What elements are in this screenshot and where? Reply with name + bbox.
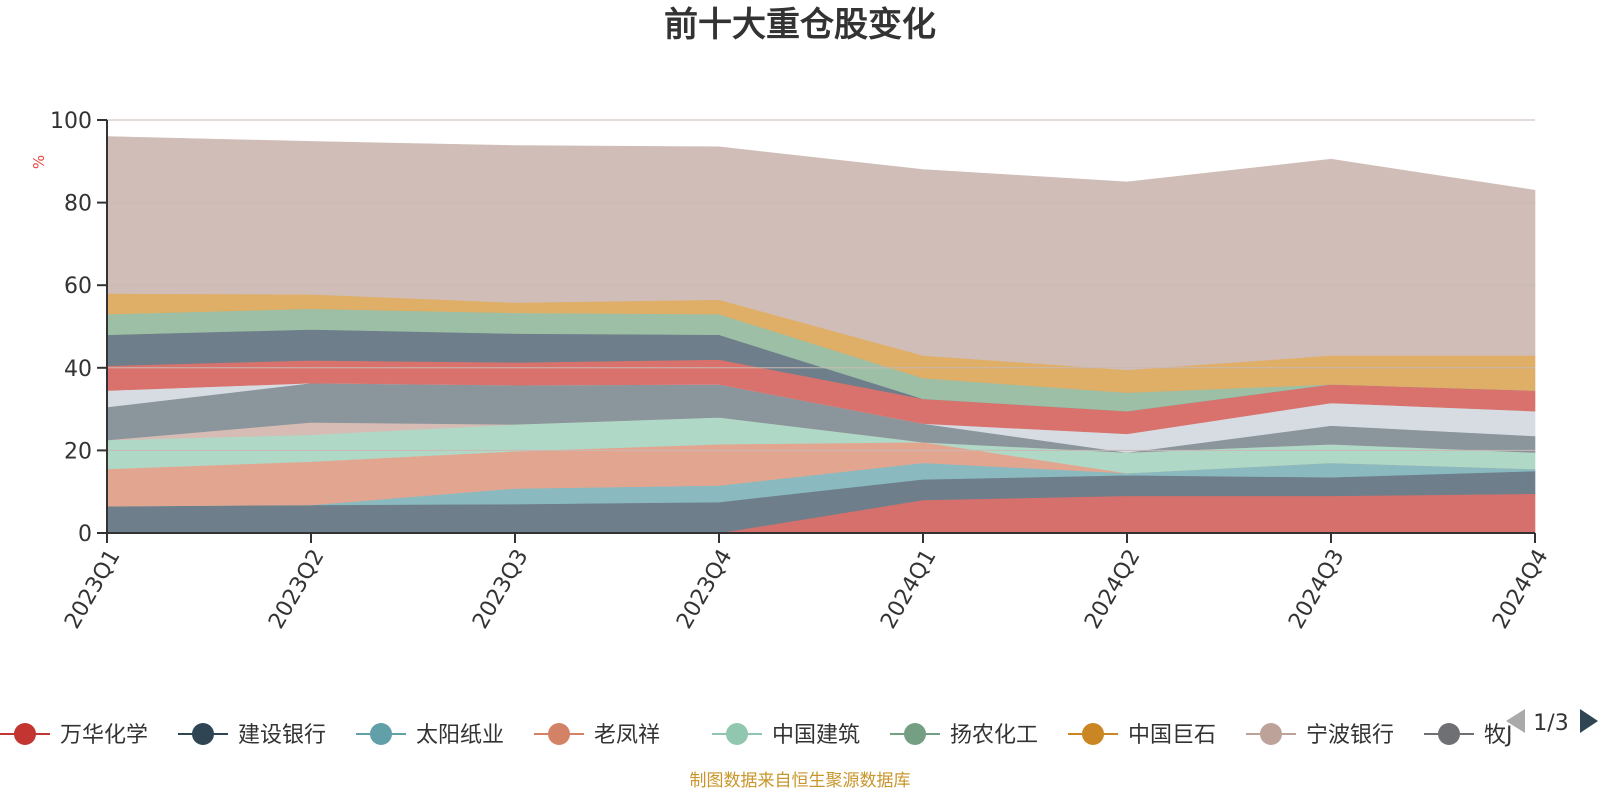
- grid-lines: [107, 119, 1535, 451]
- prev-page-icon[interactable]: [1506, 709, 1525, 733]
- y-tick-label-5: 100: [50, 109, 92, 134]
- x-tick-label-7: 2024Q4: [1488, 545, 1553, 633]
- legend-marker: [14, 723, 36, 745]
- x-tick-label-0: 2023Q1: [60, 545, 125, 633]
- legend-marker: [904, 723, 926, 745]
- y-tick-label-4: 80: [64, 192, 92, 217]
- legend-item-1[interactable]: 建设银行: [178, 723, 326, 748]
- source-note: 制图数据来自恒生聚源数据库: [690, 771, 911, 791]
- legend-label: 宁波银行: [1306, 723, 1394, 748]
- legend-item-0[interactable]: 万华化学: [0, 723, 148, 748]
- x-tick-label-3: 2023Q4: [672, 545, 737, 633]
- legend-item-4[interactable]: 中国建筑: [712, 723, 860, 748]
- y-tick-label-1: 20: [64, 439, 92, 464]
- legend-label: 中国巨石: [1128, 723, 1216, 748]
- chart-title: 前十大重仓股变化: [664, 5, 936, 45]
- area-series-12: [106, 136, 1536, 371]
- legend-label: 中国建筑: [772, 723, 860, 748]
- legend-label: 建设银行: [238, 723, 326, 748]
- page-indicator: 1/3: [1533, 711, 1568, 736]
- legend-item-5[interactable]: 扬农化工: [890, 723, 1038, 748]
- legend-item-3[interactable]: 老凤祥: [534, 723, 660, 748]
- x-tick-label-2: 2023Q3: [468, 545, 533, 633]
- legend-marker: [548, 723, 570, 745]
- x-tick-label-4: 2024Q1: [876, 545, 941, 633]
- next-page-icon[interactable]: [1580, 709, 1598, 733]
- x-tick-label-1: 2023Q2: [264, 545, 329, 633]
- legend-item-7[interactable]: 宁波银行: [1246, 723, 1394, 748]
- legend-marker: [726, 723, 748, 745]
- y-tick-label-0: 0: [78, 522, 92, 547]
- y-tick-label-2: 40: [64, 357, 92, 382]
- legend-pager: 1/3: [1506, 709, 1598, 736]
- legend: 万华化学 建设银行 太阳纸业 老凤祥 中国建筑 扬农化工 中国巨石 宁波银行 牧J: [0, 723, 1513, 748]
- legend-marker: [1438, 723, 1460, 745]
- legend-item-6[interactable]: 中国巨石: [1068, 723, 1216, 748]
- x-tick-label-5: 2024Q2: [1080, 545, 1145, 633]
- y-tick-label-3: 60: [64, 274, 92, 299]
- legend-label: 牧J: [1484, 723, 1513, 748]
- x-tick-label-6: 2024Q3: [1284, 545, 1349, 633]
- legend-marker: [1082, 723, 1104, 745]
- legend-marker: [370, 723, 392, 745]
- legend-item-2[interactable]: 太阳纸业: [356, 723, 504, 748]
- legend-label: 万华化学: [60, 723, 148, 748]
- y-axis-unit: %: [30, 155, 48, 169]
- legend-label: 扬农化工: [950, 723, 1038, 748]
- legend-marker: [1260, 723, 1282, 745]
- legend-item-8[interactable]: 牧J: [1424, 723, 1513, 748]
- legend-label: 老凤祥: [594, 723, 660, 748]
- stacked-areas: [106, 136, 1536, 534]
- legend-marker: [192, 723, 214, 745]
- legend-label: 太阳纸业: [416, 723, 504, 748]
